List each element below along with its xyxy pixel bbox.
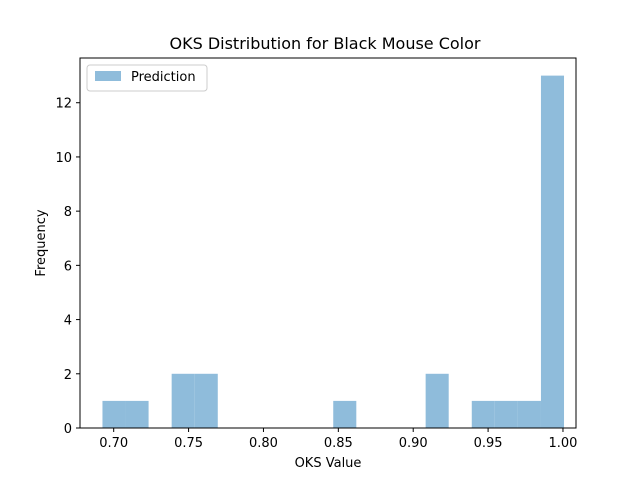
x-tick-label: 0.80 — [249, 436, 278, 451]
histogram-bar — [102, 400, 126, 428]
x-tick-label: 0.75 — [174, 436, 203, 451]
y-axis-label: Frequency — [34, 209, 49, 276]
histogram-bar — [540, 75, 565, 428]
y-tick-label: 0 — [64, 422, 72, 437]
histogram-bar — [171, 373, 195, 428]
y-axis-ticks: 0 2 4 6 8 10 12 — [55, 97, 80, 437]
histogram-bar — [425, 373, 449, 428]
x-tick-label: 1.00 — [548, 436, 577, 451]
y-tick-label: 12 — [55, 97, 72, 112]
histogram-bar — [494, 400, 518, 428]
histogram-bar — [471, 400, 495, 428]
legend: Prediction — [86, 64, 208, 92]
y-tick-label: 6 — [64, 259, 72, 274]
legend-swatch — [95, 71, 121, 81]
x-axis-label: OKS Value — [295, 456, 362, 471]
y-tick-label: 2 — [64, 368, 72, 383]
x-tick-label: 0.70 — [99, 436, 128, 451]
bars-group — [102, 75, 565, 428]
x-tick-label: 0.90 — [399, 436, 428, 451]
x-axis-ticks: 0.70 0.75 0.80 0.85 0.90 0.95 1.00 — [99, 428, 577, 451]
histogram-bar — [194, 373, 218, 428]
histogram-bar — [333, 400, 357, 428]
y-tick-label: 8 — [64, 205, 72, 220]
histogram-bar — [517, 400, 541, 428]
x-tick-label: 0.85 — [324, 436, 353, 451]
chart-title: OKS Distribution for Black Mouse Color — [170, 34, 481, 53]
x-tick-label: 0.95 — [474, 436, 503, 451]
y-tick-label: 4 — [64, 314, 72, 329]
histogram-bar — [125, 400, 149, 428]
y-tick-label: 10 — [55, 151, 72, 166]
plot-frame — [79, 57, 577, 429]
legend-label: Prediction — [131, 70, 196, 85]
